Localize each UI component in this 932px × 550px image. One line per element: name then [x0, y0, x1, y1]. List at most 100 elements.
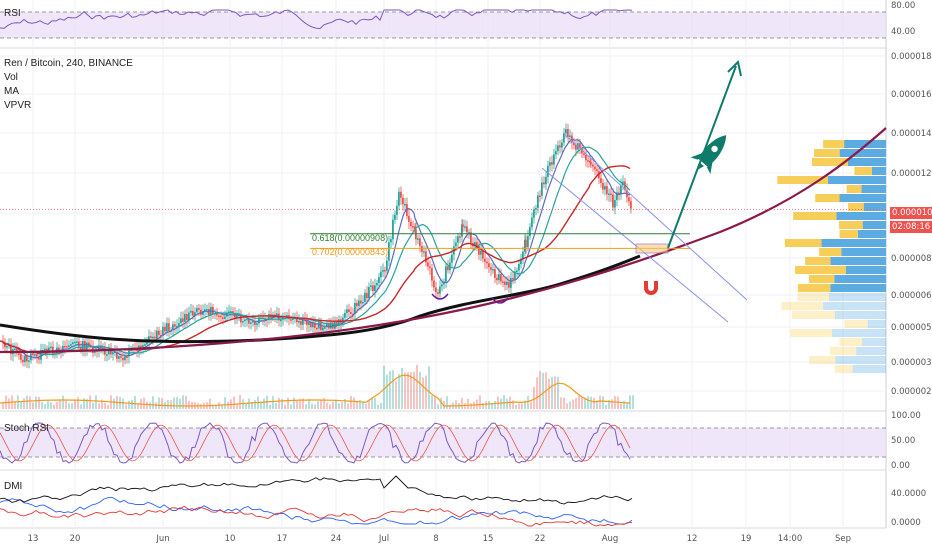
candle-body	[58, 347, 60, 351]
candle-body	[579, 143, 581, 149]
volume-bar	[428, 366, 430, 409]
candle-body	[441, 284, 443, 287]
candle-body	[148, 336, 150, 343]
volume-bar	[401, 367, 403, 409]
candle-body	[583, 153, 585, 155]
volume-bar	[215, 404, 217, 409]
candle-body	[330, 322, 332, 329]
candle-body	[358, 300, 360, 307]
candle-body	[168, 323, 170, 331]
candle-body	[202, 311, 204, 315]
candle-body	[421, 246, 423, 252]
candle-body	[336, 321, 338, 326]
vpvr-bar-down	[791, 311, 835, 319]
volume-bar	[170, 400, 172, 409]
candle-body	[106, 354, 108, 356]
candle-body	[362, 301, 364, 304]
vpvr-bar-up	[834, 311, 886, 319]
volume-bar	[212, 404, 214, 409]
volume-bar	[416, 365, 418, 409]
candle-body	[44, 348, 46, 351]
candle-body	[417, 238, 419, 240]
volume-bar	[155, 402, 157, 409]
candle-body	[252, 320, 254, 323]
volume-bar	[584, 397, 586, 409]
vpvr-bar-down	[848, 203, 864, 211]
volume-bar	[20, 401, 22, 409]
vpvr-bar-down	[834, 365, 853, 373]
dmi-tick-0: 0.0000	[891, 518, 921, 528]
volume-bar	[104, 403, 106, 409]
volume-bar	[167, 400, 169, 409]
candle-body	[443, 281, 445, 285]
volume-bar	[404, 372, 406, 409]
volume-bar	[329, 404, 331, 409]
vpvr-bar-up	[828, 293, 886, 301]
rocket-icon	[690, 135, 727, 175]
candle-body	[350, 312, 352, 314]
candle-body	[224, 316, 226, 319]
candle-body	[176, 325, 178, 328]
volume-bar	[65, 399, 67, 409]
candle-body	[118, 356, 120, 359]
candle-body	[527, 236, 529, 248]
candle-body	[496, 277, 498, 281]
chart-title: Ren / Bitcoin, 240, BINANCE	[4, 58, 133, 69]
candle-body	[280, 319, 282, 322]
candle-body	[218, 315, 220, 317]
volume-bar	[560, 397, 562, 409]
candle-body	[250, 322, 252, 324]
volume-bar	[479, 395, 481, 409]
candle-body	[390, 239, 392, 243]
candle-body	[392, 219, 394, 240]
candle-body	[318, 322, 320, 329]
volume-bar	[128, 400, 130, 409]
volume-bar	[284, 404, 286, 409]
volume-bar	[14, 401, 16, 409]
candle-body	[48, 347, 50, 353]
candle-body	[196, 308, 198, 313]
dmi-plus-line	[0, 496, 633, 525]
candle-body	[470, 232, 472, 243]
vpvr-bar-down	[781, 302, 824, 310]
stoch-k-line	[0, 422, 631, 464]
vpvr-bar-up	[830, 284, 886, 292]
candle-body	[374, 285, 376, 291]
candle-body	[565, 129, 567, 134]
candle-body	[620, 185, 622, 194]
candle-body	[480, 250, 482, 255]
candle-body	[569, 135, 571, 137]
candle-body	[608, 193, 610, 196]
candle-body	[541, 182, 543, 196]
candle-body	[400, 191, 402, 198]
volume-bar	[593, 397, 595, 409]
volume-bar	[38, 396, 40, 409]
candle-body	[314, 322, 316, 328]
candle-body	[604, 186, 606, 190]
candle-body	[128, 350, 130, 357]
volume-bar	[101, 399, 103, 409]
candle-body	[447, 266, 449, 271]
volume-bar	[92, 402, 94, 409]
candle-body	[312, 322, 314, 328]
candle-body	[108, 349, 110, 355]
volume-bar	[200, 404, 202, 409]
volume-bar	[143, 397, 145, 409]
candle-body	[376, 283, 378, 286]
vpvr-bar-down	[790, 329, 832, 337]
volume-bar	[488, 400, 490, 409]
vpvr-bar-up	[871, 167, 886, 175]
candle-body	[36, 354, 38, 357]
candle-body	[296, 317, 298, 323]
volume-bar	[518, 403, 520, 409]
vpvr-bar-up	[839, 149, 886, 157]
candle-body	[320, 322, 322, 331]
volume-bar	[221, 404, 223, 409]
candle-body	[419, 238, 421, 247]
magnet-tip-right	[654, 278, 658, 281]
y-tick-label: 0.00000350	[891, 358, 932, 368]
volume-bar	[431, 395, 433, 409]
vpvr-bar-down	[819, 248, 842, 256]
volume-bar	[575, 398, 577, 409]
candle-body	[174, 324, 176, 327]
